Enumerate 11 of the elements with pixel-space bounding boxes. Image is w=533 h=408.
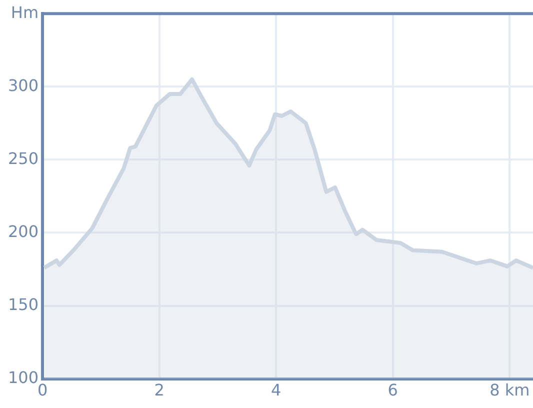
y-tick-label: 200 [8,222,39,241]
x-tick-label: 2 [154,380,164,400]
x-tick-label: 4 [271,380,282,400]
y-tick-label: 100 [8,368,39,387]
y-tick-label: 150 [8,294,39,314]
y-tick-label: 300 [8,76,39,95]
x-tick-label: 0 [37,380,48,400]
x-tick-label: 8 km [490,380,530,400]
x-tick-label: 6 [388,380,398,400]
y-tick-label: 250 [8,148,39,168]
y-tick-label: Hm [10,2,39,22]
